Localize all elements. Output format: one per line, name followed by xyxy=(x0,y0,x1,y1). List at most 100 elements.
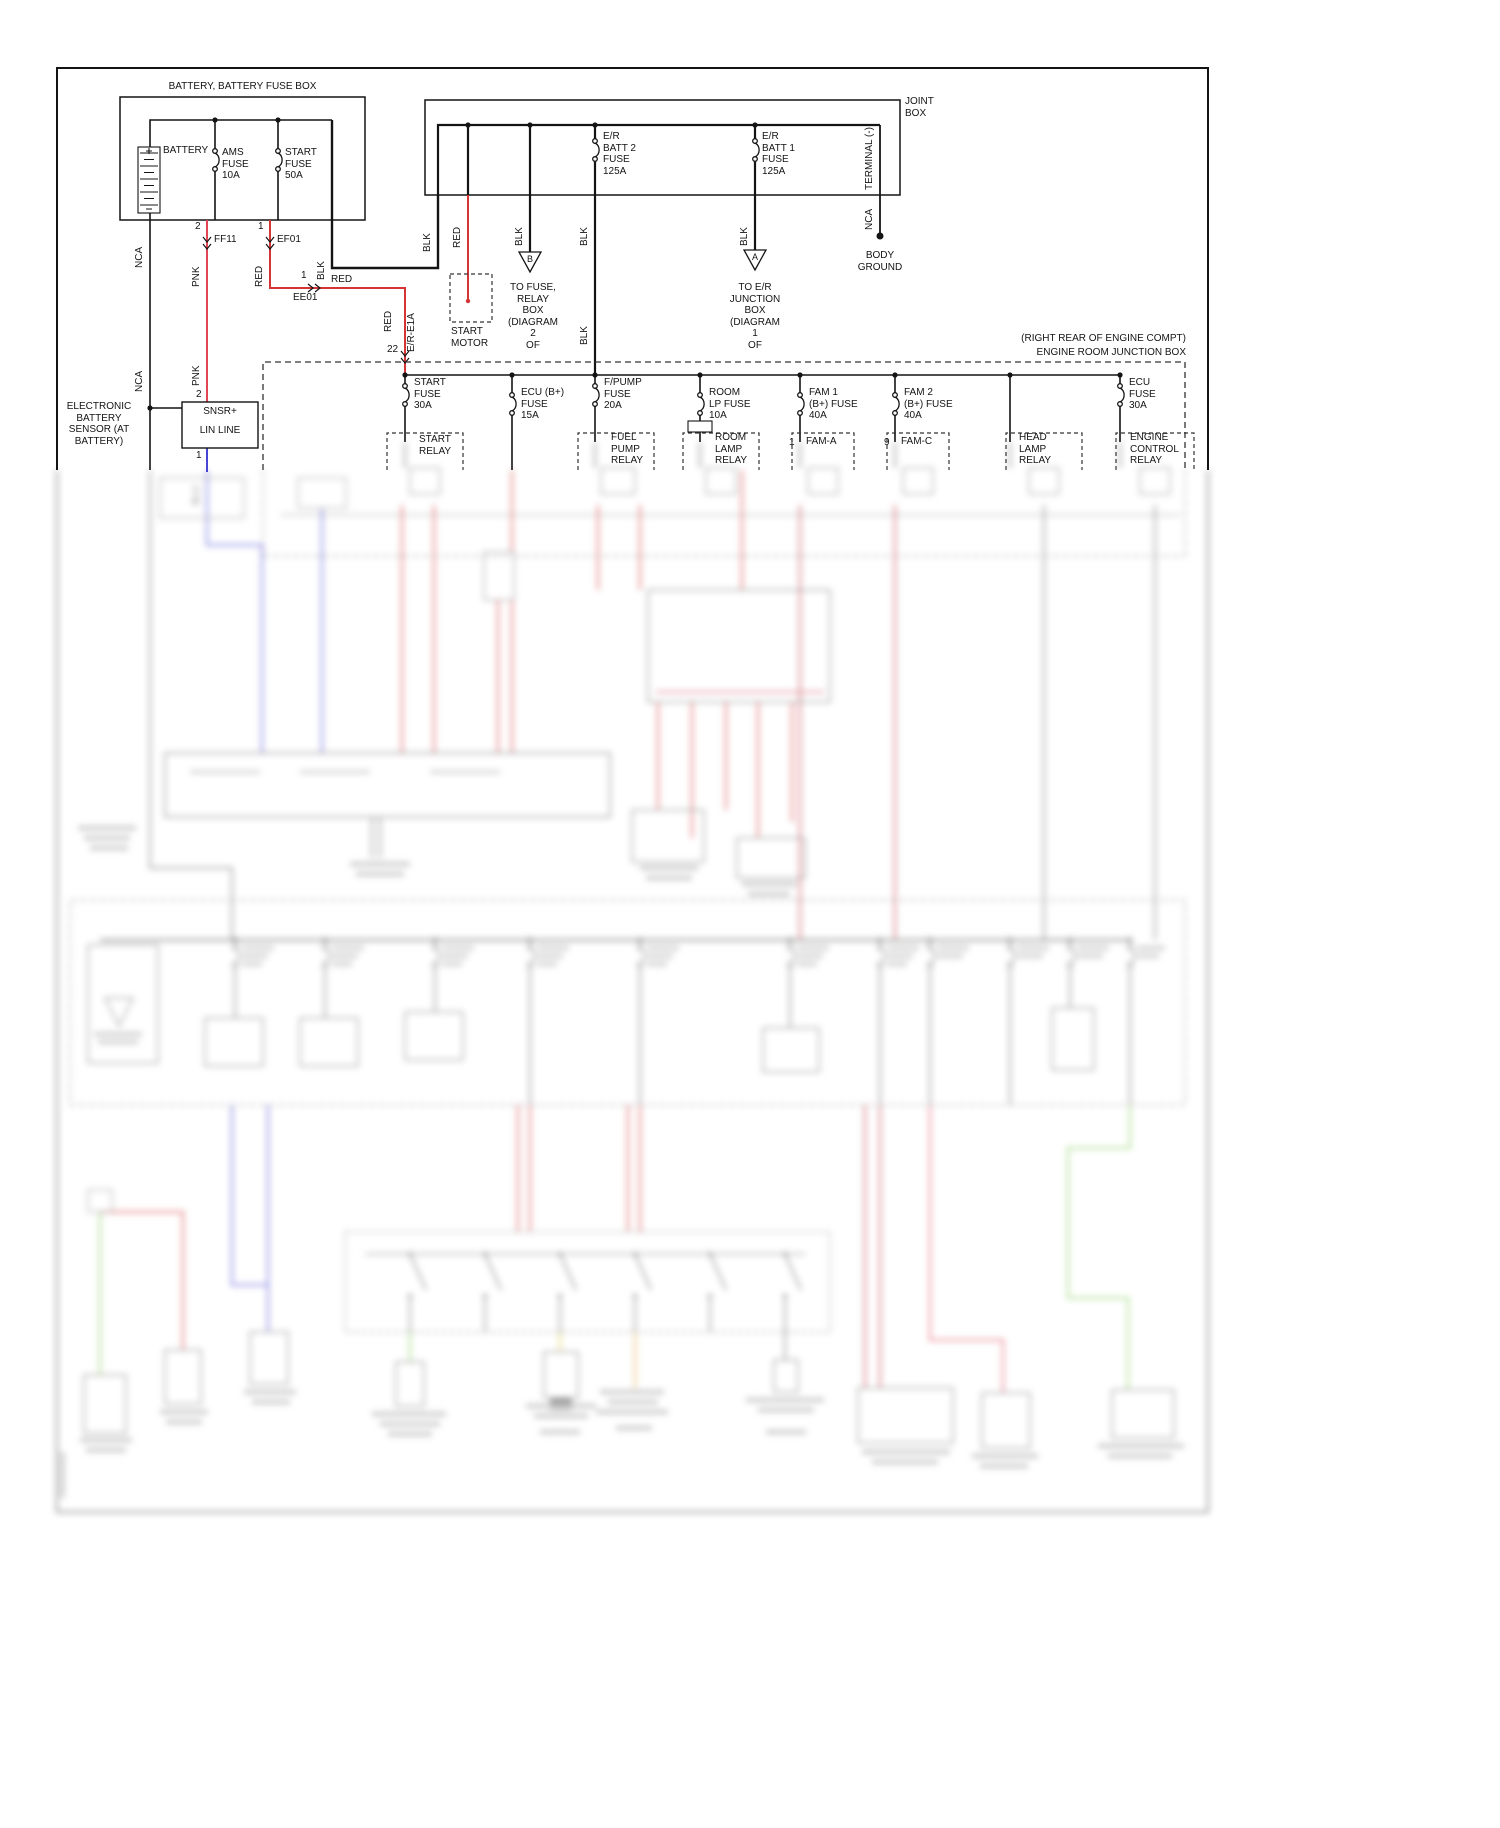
relay-label-fam-a: FAM-A xyxy=(806,436,837,447)
offpage-a-letter: A xyxy=(751,252,758,262)
joint-box xyxy=(424,99,901,375)
engine-room-junction-box xyxy=(262,361,1186,470)
pin-1-fam-a: 1 xyxy=(789,437,795,448)
fam2-fuse-symbol xyxy=(892,392,900,416)
switch-assembly xyxy=(344,1231,831,1333)
relay-stubs xyxy=(404,442,1121,468)
wire-label-blk-1: BLK xyxy=(316,261,327,280)
offpage-a-dest: TO E/R JUNCTION BOX (DIAGRAM 1 OF xyxy=(729,282,781,351)
snsr-label: SNSR+ xyxy=(203,406,237,417)
page-edge-smudge xyxy=(60,1452,65,1498)
pin-2-ff11: 2 xyxy=(195,221,201,232)
joint-box-title: JOINT BOX xyxy=(905,96,934,119)
erjb-location-note: (RIGHT REAR OF ENGINE COMPT) xyxy=(1021,333,1186,344)
erjb-title: ENGINE ROOM JUNCTION BOX xyxy=(1036,347,1186,358)
wire-label-blk-3: BLK xyxy=(514,227,525,246)
room-lp-fuse-symbol xyxy=(697,392,705,416)
wire-label-nca-1: NCA xyxy=(134,246,145,268)
wire-label-red-3: RED xyxy=(383,310,394,332)
relay-label-engine-control: ENGINE CONTROL RELAY xyxy=(1130,432,1179,466)
lin-line-label: LIN LINE xyxy=(199,425,241,436)
center-component-cluster xyxy=(631,589,831,897)
battery-label: BATTERY xyxy=(163,145,209,156)
wire-label-pnk-1: PNK xyxy=(191,266,202,287)
offpage-triangles xyxy=(517,249,768,274)
pin-1-ef01: 1 xyxy=(258,221,264,232)
fuse-label-start-30a: START FUSE 30A xyxy=(414,377,446,411)
battery-box-title: BATTERY, BATTERY FUSE BOX xyxy=(168,81,317,92)
terminal-label: TERMINAL (-) xyxy=(864,127,875,190)
frame xyxy=(56,67,1209,470)
battery-sensor-box xyxy=(181,401,259,449)
body-ground-label: BODY GROUND xyxy=(857,250,903,273)
relay-label-head-lamp: HEAD LAMP RELAY xyxy=(1019,432,1052,466)
ecu-b-fuse-symbol xyxy=(509,392,517,416)
start-fuse-50a-symbol xyxy=(275,148,283,172)
start-motor-label: START MOTOR xyxy=(451,326,489,349)
battery-box-wiring xyxy=(149,119,332,470)
ams-fuse-label: AMS FUSE 10A xyxy=(222,147,249,181)
big-left-component xyxy=(164,752,611,877)
connector-ef01: EF01 xyxy=(277,234,301,245)
connector-ff11: FF11 xyxy=(214,234,237,245)
wire-label-blk-5: BLK xyxy=(579,326,590,345)
fam1-fuse-symbol xyxy=(797,392,805,416)
wire-label-nca-2: NCA xyxy=(864,208,875,230)
junction-box-2 xyxy=(69,899,1186,1106)
pin-1-ee01: 1 xyxy=(301,270,307,281)
relay-label-fuel-pump: FUEL PUMP RELAY xyxy=(611,432,644,466)
wire-label-red-2: RED xyxy=(452,226,463,248)
body-ground-symbol xyxy=(876,232,884,240)
pin-2-snsr: 2 xyxy=(196,389,202,400)
connector-er-e1a: E/R-E1A xyxy=(406,313,417,352)
er-batt2-fuse-label: E/R BATT 2 FUSE 125A xyxy=(603,131,636,177)
pin-1-snsr: 1 xyxy=(196,450,202,461)
wire-label-nca-3: NCA xyxy=(134,370,145,392)
wire-label-red-h: RED xyxy=(331,274,353,285)
bottom-smudges xyxy=(80,1389,1184,1469)
offpage-b-dest: TO FUSE, RELAY BOX (DIAGRAM 2 OF xyxy=(508,282,558,351)
relay-label-fam-c: FAM-C xyxy=(901,436,933,447)
pin-9-fam-c: 9 xyxy=(884,437,890,448)
relay-boxes xyxy=(386,432,1195,470)
er-batt2-fuse-symbol xyxy=(592,138,600,162)
wire-label-blk-6: BLK xyxy=(739,227,750,246)
fuse-label-fam2: FAM 2 (B+) FUSE 40A xyxy=(904,387,953,421)
ams-fuse-symbol xyxy=(212,148,220,172)
connector-ee01: EE01 xyxy=(293,292,318,303)
erjb-lower xyxy=(262,470,1186,557)
start-motor-box xyxy=(449,273,493,323)
erjb-bus-and-drops xyxy=(404,374,1121,470)
relay-label-room-lamp: ROOM LAMP RELAY xyxy=(715,432,748,466)
wire-label-blk-4: BLK xyxy=(579,227,590,246)
battery-fuse-box xyxy=(119,96,366,221)
wire-blk-battery-to-joint xyxy=(330,120,440,270)
fuse-label-fpump: F/PUMP FUSE 20A xyxy=(604,377,642,411)
start-fuse-30a-symbol xyxy=(402,383,410,407)
fuse-label-fam1: FAM 1 (B+) FUSE 40A xyxy=(809,387,858,421)
fuse-label-ecu-b: ECU (B+) FUSE 15A xyxy=(521,387,565,421)
battery-symbol xyxy=(137,146,161,214)
relay-label-start: START RELAY xyxy=(419,434,452,457)
fpump-fuse-symbol xyxy=(592,383,600,407)
junction-dots xyxy=(147,117,1123,411)
relay-internals xyxy=(409,467,1171,495)
lower-wires xyxy=(87,1105,1132,1393)
wire-red-ef01 xyxy=(269,220,406,375)
wire-label-blk-2: BLK xyxy=(422,233,433,252)
pin-22: 22 xyxy=(387,344,399,355)
frame-lower xyxy=(56,470,1209,1513)
wire-label-pnk-2: PNK xyxy=(191,365,202,386)
wire-label-red-1: RED xyxy=(254,265,265,287)
er-batt1-fuse-symbol xyxy=(752,138,760,162)
ecu-fuse-symbol xyxy=(1117,383,1125,407)
fuse-label-room-lp: ROOM LP FUSE 10A xyxy=(709,387,751,421)
connector-chevrons xyxy=(202,236,410,364)
start-fuse-50a-label: START FUSE 50A xyxy=(285,147,317,181)
start-motor-terminal xyxy=(465,298,471,304)
er-batt1-fuse-label: E/R BATT 1 FUSE 125A xyxy=(762,131,795,177)
left-mid-smudges xyxy=(78,825,136,851)
fuse-label-ecu: ECU FUSE 30A xyxy=(1129,377,1156,411)
